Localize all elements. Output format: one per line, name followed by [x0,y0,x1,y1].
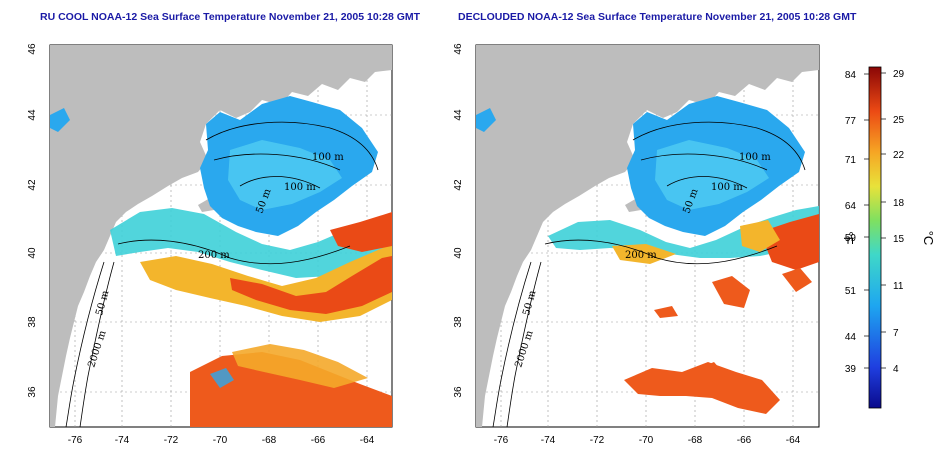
left-lat-tick: 38 [27,316,38,328]
right-contour-label-4: 200 m [625,250,657,261]
right-lat-tick: 44 [453,109,464,121]
celsius-unit-label: °C [921,231,936,246]
right-lat-ticks: 46 44 42 40 38 36 [453,43,464,398]
left-lon-tick: -70 [213,435,228,446]
right-contour-label-1: 100 m [739,152,771,163]
right-lon-tick: -74 [541,435,556,446]
left-lon-tick: -64 [360,435,375,446]
left-lat-ticks: 46 44 42 40 38 36 [27,43,38,398]
left-lon-ticks: -76 -74 -72 -70 -68 -66 -64 [68,435,375,446]
left-lat-tick: 46 [27,43,38,55]
right-map-panel: 100 m 100 m 50 m 200 m 50 m 2000 m -76 -… [453,43,820,446]
colorbar-celsius-ticks: 29 25 22 18 15 11 7 4 [893,69,905,375]
right-lon-ticks: -76 -74 -72 -70 -68 -66 -64 [494,435,801,446]
fahrenheit-tick: 44 [845,332,857,343]
celsius-tick: 11 [893,281,904,292]
left-lat-tick: 42 [27,179,38,191]
celsius-tick: 25 [893,115,905,126]
left-lat-tick: 36 [27,386,38,398]
left-contour-label-2: 100 m [284,182,316,193]
right-lat-tick: 36 [453,386,464,398]
colorbar: 84 77 71 64 59 51 44 39 29 25 22 18 15 1… [841,66,936,409]
right-warm-water [712,276,750,308]
fahrenheit-tick: 84 [845,70,857,81]
right-contour-label-2: 100 m [711,182,743,193]
fahrenheit-tick: 39 [845,364,857,375]
right-panel-title: DECLOUDED NOAA-12 Sea Surface Temperatur… [458,11,857,23]
left-map-panel: 100 m 100 m 50 m 200 m 50 m 2000 m -76 -… [27,43,393,446]
colorbar-gradient [868,66,882,409]
right-lat-tick: 46 [453,43,464,55]
right-lat-tick: 40 [453,247,464,259]
right-lon-tick: -70 [639,435,654,446]
left-lat-tick: 40 [27,247,38,259]
celsius-tick: 4 [893,364,899,375]
fahrenheit-tick: 59 [845,233,857,244]
celsius-tick: 18 [893,198,905,209]
celsius-tick: 7 [893,328,899,339]
right-lon-tick: -76 [494,435,509,446]
fahrenheit-unit-label: °F [841,231,856,244]
right-lon-tick: -64 [786,435,801,446]
right-lat-tick: 38 [453,316,464,328]
fahrenheit-tick: 71 [845,155,857,166]
left-lat-tick: 44 [27,109,38,121]
left-panel-title: RU COOL NOAA-12 Sea Surface Temperature … [40,11,421,23]
left-lon-tick: -74 [115,435,130,446]
left-lon-tick: -76 [68,435,83,446]
celsius-tick: 29 [893,69,905,80]
celsius-tick: 22 [893,150,905,161]
right-lon-tick: -72 [590,435,605,446]
celsius-tick: 15 [893,234,905,245]
left-contour-label-1: 100 m [312,152,344,163]
fahrenheit-tick: 77 [845,116,857,127]
right-land [476,45,819,427]
right-contours [492,121,806,427]
fahrenheit-tick: 51 [845,286,857,297]
left-land [50,45,392,427]
right-lon-tick: -68 [688,435,703,446]
left-lon-tick: -66 [311,435,326,446]
colorbar-fahrenheit-ticks: 84 77 71 64 59 51 44 39 [845,70,857,375]
left-lon-tick: -72 [164,435,179,446]
right-lon-tick: -66 [737,435,752,446]
fahrenheit-tick: 64 [845,201,857,212]
left-contours [65,121,379,427]
left-lon-tick: -68 [262,435,277,446]
right-lat-tick: 42 [453,179,464,191]
left-contour-label-4: 200 m [198,250,230,261]
colorbar-tick-marks [864,72,886,369]
